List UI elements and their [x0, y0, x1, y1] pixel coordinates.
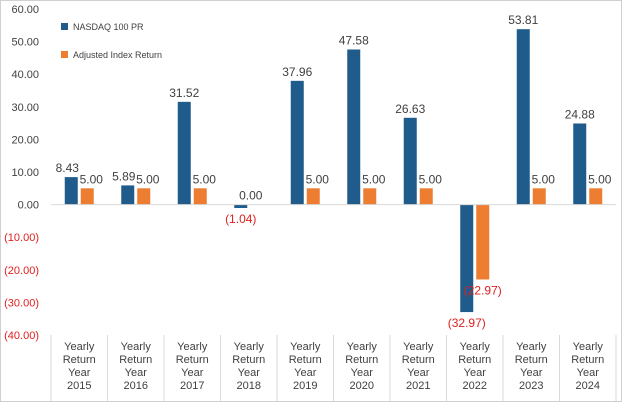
- x-tick-label: Yearly Return Year 2020: [345, 341, 378, 392]
- x-tick-label: Yearly Return Year 2018: [232, 341, 265, 392]
- bar-adjusted: [419, 188, 433, 205]
- y-tick-label: (30.00): [4, 297, 39, 309]
- legend: NASDAQ 100 PR Adjusted Index Return: [61, 22, 162, 60]
- bar-nasdaq: [64, 177, 78, 205]
- data-label: 5.00: [419, 172, 443, 186]
- bars: [64, 29, 603, 313]
- y-tick-label: 0.00: [18, 200, 39, 212]
- data-label: 26.63: [395, 102, 425, 116]
- bar-nasdaq: [347, 49, 361, 205]
- data-label: 37.96: [282, 65, 312, 79]
- x-tick-label: Yearly Return Year 2015: [63, 341, 96, 392]
- x-tick-label: Yearly Return Year 2023: [515, 341, 548, 392]
- bar-adjusted: [193, 188, 207, 205]
- bar-adjusted: [476, 204, 490, 280]
- bar-adjusted: [137, 188, 151, 205]
- data-labels: 8.43 5.89 31.52 (1.04) 37.96 47.58 26.63 (32.97…: [56, 13, 612, 330]
- y-tick-label: 60.00: [11, 4, 39, 16]
- data-label: 5.89: [112, 169, 136, 183]
- bar-nasdaq: [121, 185, 135, 205]
- data-label: 5.00: [588, 172, 612, 186]
- category-grid: [50, 335, 617, 401]
- y-tick-label: (10.00): [4, 232, 39, 244]
- y-tick-label: 40.00: [11, 69, 39, 81]
- legend-swatch: [61, 51, 68, 58]
- bar-nasdaq: [516, 29, 530, 205]
- x-tick-label: Yearly Return Year 2024: [571, 341, 604, 392]
- bar-nasdaq: [403, 117, 417, 205]
- bar-nasdaq: [290, 80, 304, 205]
- data-label: 31.52: [169, 86, 199, 100]
- x-tick-label: Yearly Return Year 2017: [176, 341, 209, 392]
- data-label: 5.00: [306, 172, 330, 186]
- y-tick-label: (20.00): [4, 265, 39, 277]
- data-label: 0.00: [239, 189, 263, 203]
- y-tick-label: 30.00: [11, 102, 39, 114]
- bar-adjusted: [80, 188, 94, 205]
- bar-nasdaq: [234, 204, 248, 208]
- data-label: 5.00: [362, 172, 386, 186]
- bar-nasdaq: [460, 204, 474, 313]
- data-label: (32.97): [448, 316, 486, 330]
- x-axis-labels: Yearly Return Year 2015 Yearly Return Year 2016…: [63, 341, 605, 392]
- bar-adjusted: [532, 188, 546, 205]
- bar-adjusted: [363, 188, 377, 205]
- data-label: (1.04): [225, 212, 256, 226]
- x-tick-label: Yearly Return Year 2021: [402, 341, 435, 392]
- x-tick-label: Yearly Return Year 2022: [458, 341, 491, 392]
- bar-adjusted: [589, 188, 603, 205]
- data-label: 5.00: [193, 172, 217, 186]
- legend-label: NASDAQ 100 PR: [73, 22, 144, 32]
- x-tick-label: Yearly Return Year 2016: [119, 341, 152, 392]
- bar-nasdaq: [177, 101, 191, 205]
- y-tick-label: (40.00): [4, 330, 39, 342]
- data-label: 47.58: [339, 33, 369, 47]
- data-label: 5.00: [532, 172, 556, 186]
- data-label: 5.00: [136, 172, 160, 186]
- y-tick-label: 50.00: [11, 37, 39, 49]
- bar-nasdaq: [573, 123, 587, 205]
- legend-swatch: [61, 23, 68, 30]
- y-tick-label: 20.00: [11, 134, 39, 146]
- y-axis: 60.00 50.00 40.00 30.00 20.00 10.00 0.00 (10.00…: [4, 4, 39, 342]
- y-tick-label: 10.00: [11, 167, 39, 179]
- data-label: 53.81: [508, 13, 538, 27]
- data-label: (22.97): [464, 283, 502, 297]
- data-label: 8.43: [56, 161, 80, 175]
- x-tick-label: Yearly Return Year 2019: [289, 341, 322, 392]
- bar-adjusted: [306, 188, 320, 205]
- data-label: 5.00: [80, 172, 104, 186]
- legend-label: Adjusted Index Return: [73, 50, 162, 60]
- data-label: 24.88: [565, 107, 595, 121]
